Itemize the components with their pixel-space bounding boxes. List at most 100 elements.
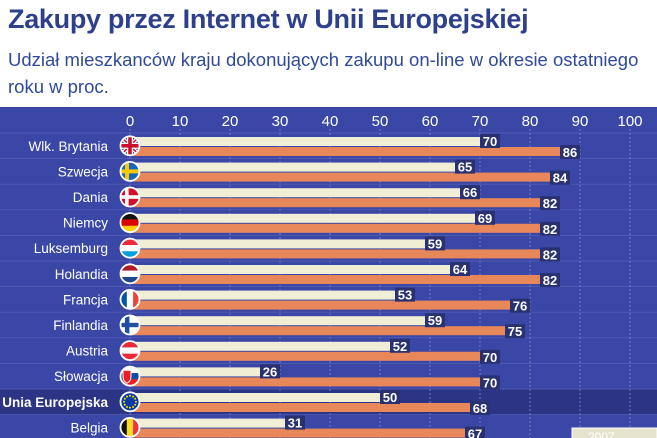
bar-orange <box>130 172 550 182</box>
x-tick-label: 30 <box>272 113 289 130</box>
value-label-bg <box>465 426 485 438</box>
bar-orange <box>130 428 465 438</box>
flag-part <box>120 341 140 348</box>
flag-eu-icon <box>119 391 141 413</box>
value-label-bg <box>505 324 525 339</box>
flag-border <box>119 263 141 285</box>
flag-border <box>119 212 141 234</box>
x-tick-label: 20 <box>222 113 239 130</box>
page-title: Zakupy przez Internet w Unii Europejskie… <box>8 4 529 34</box>
bar-orange <box>130 249 540 259</box>
value-label-light: 53 <box>398 288 412 303</box>
flag-part <box>132 405 134 408</box>
flag-border <box>119 391 141 413</box>
flag-luxembourg-icon <box>119 237 141 259</box>
x-tick-label: 90 <box>572 113 589 130</box>
x-tick-label: 0 <box>126 113 134 130</box>
value-label-orange: 67 <box>468 427 482 438</box>
value-label-light: 69 <box>478 211 492 226</box>
value-label-light: 65 <box>458 160 472 175</box>
value-label-orange: 82 <box>543 196 557 211</box>
value-label-orange: 70 <box>483 350 497 365</box>
value-label-light: 50 <box>383 390 397 405</box>
flag-part <box>133 417 140 437</box>
flag-fill <box>120 187 140 207</box>
flag-part <box>135 400 137 403</box>
x-tick-label: 70 <box>472 113 489 130</box>
bar-orange <box>130 300 510 310</box>
category-label: Słowacja <box>54 369 109 384</box>
value-label-light: 52 <box>393 339 407 354</box>
bar-light <box>130 367 260 377</box>
flag-fill <box>120 289 140 309</box>
value-label-bg <box>480 375 500 390</box>
flag-part <box>120 251 140 258</box>
flag-part <box>133 289 140 309</box>
flag-slovakia-icon <box>119 365 141 387</box>
category-label: Holandia <box>55 267 109 282</box>
value-label-bg <box>470 401 490 415</box>
flag-part <box>126 417 134 437</box>
value-label-light: 26 <box>263 364 277 379</box>
bar-light <box>130 290 395 300</box>
flag-fill <box>120 341 140 361</box>
bar-orange <box>130 198 540 208</box>
flag-border <box>119 135 141 157</box>
value-label-bg <box>475 210 495 225</box>
flag-denmark-icon <box>119 186 141 208</box>
flag-part <box>120 379 140 386</box>
bar-light <box>130 316 425 326</box>
flag-fill <box>120 238 140 258</box>
value-label-bg <box>480 134 500 148</box>
category-label: Szwecja <box>58 164 109 179</box>
value-label-orange: 86 <box>563 145 577 160</box>
value-label-light: 70 <box>483 134 497 149</box>
value-label-bg <box>560 145 580 159</box>
value-label-light: 31 <box>288 416 302 431</box>
flag-fill <box>120 161 140 181</box>
flag-netherlands-icon <box>119 263 141 285</box>
value-label-bg <box>510 298 530 313</box>
flag-part <box>120 238 140 246</box>
x-tick-label: 50 <box>372 113 389 130</box>
flag-part <box>120 417 127 437</box>
flag-finland-icon <box>119 314 141 336</box>
flag-fill <box>120 392 140 412</box>
flag-border <box>119 314 141 336</box>
value-label-orange: 75 <box>508 324 522 339</box>
category-label: Unia Europejska <box>2 395 108 410</box>
bar-light <box>130 341 390 351</box>
flag-fill <box>120 366 140 386</box>
category-label: Finlandia <box>53 318 108 333</box>
flag-part <box>129 406 131 409</box>
flag-part <box>123 400 125 403</box>
flag-fill <box>120 417 140 437</box>
value-label-bg <box>395 287 415 302</box>
flag-part <box>120 219 140 226</box>
flag-fill <box>120 264 140 284</box>
flag-part <box>120 353 140 361</box>
value-label-orange: 82 <box>543 273 557 288</box>
value-label-bg <box>390 338 410 353</box>
flag-part <box>120 195 140 199</box>
category-label: Wlk. Brytania <box>28 139 108 154</box>
flag-part <box>120 264 140 271</box>
value-label-bg <box>380 390 400 404</box>
flag-border <box>119 416 141 438</box>
x-tick-label: 100 <box>617 113 642 130</box>
bar-light <box>130 213 475 223</box>
flag-part <box>120 289 127 309</box>
flag-border <box>119 340 141 362</box>
value-label-bg <box>550 170 570 185</box>
bar-light <box>130 137 480 146</box>
bar-orange <box>130 275 540 284</box>
flag-part <box>120 347 140 354</box>
flag-border <box>119 186 141 208</box>
flag-part <box>120 213 140 220</box>
bar-light <box>130 162 455 172</box>
value-label-bg <box>480 349 500 364</box>
flag-part <box>126 395 128 398</box>
value-label-light: 66 <box>463 185 477 200</box>
x-tick-label: 40 <box>322 113 339 130</box>
flag-part <box>120 245 140 252</box>
